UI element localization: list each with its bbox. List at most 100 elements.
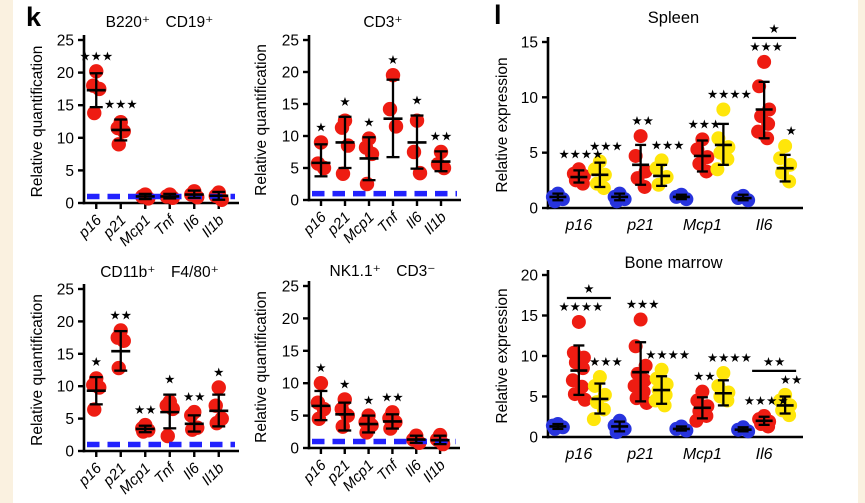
data-point-red [359,176,375,192]
data-point-red [92,81,107,97]
significance-stars: ★★★ [688,116,722,131]
right-border-strip [858,0,865,503]
significance-stars: ★ [387,52,398,67]
significance-stars: ★ [339,376,350,391]
data-point-red [92,380,107,395]
significance-stars: ★ [363,393,374,408]
data-point-red [633,312,648,327]
error-bars-layer: ★★★★★★★★★★★★★★★★★★★★★★★★★★★★★ [549,281,802,433]
y-tick-label: 10 [57,130,75,147]
data-point-red [382,101,398,117]
x-category-label: Il1b [420,457,449,486]
data-point-red [311,411,327,427]
x-category-label: Il1b [198,212,227,241]
significance-stars: ★ [213,364,224,379]
data-point-red [388,119,404,134]
x-category-label: Mcp1 [683,217,722,234]
data-point-red [335,166,351,181]
y-tick-label: 0 [290,193,299,210]
y-axis-label: Relative quantification [253,44,270,196]
y-tick-label: 0 [529,201,538,218]
significance-stars: ★★ [780,372,802,387]
y-tick-label: 5 [529,389,538,406]
y-tick-label: 15 [57,346,74,363]
data-point-red [185,422,200,437]
y-tick-label: 0 [65,196,74,213]
significance-stars: ★★★ [79,48,113,63]
comparison-bracket-stars: ★★ [763,354,785,369]
data-point-red [340,138,356,153]
comparison-bracket-stars: ★ [769,21,780,36]
data-point-yellow [716,366,731,381]
x-category-label: p16 [75,459,106,490]
data-point-red [116,124,131,139]
y-tick-label: 0 [529,430,538,447]
data-point-red [87,402,102,417]
significance-stars: ★★★ [626,297,660,312]
data-point-red [211,380,226,395]
significance-stars: ★★ [183,389,205,404]
data-point-yellow [711,378,726,393]
significance-stars: ★★★ [589,139,623,154]
significance-stars: ★★ [381,389,403,404]
data-point-red [165,401,180,417]
y-axis-label: Relative quantification [29,46,46,198]
points-layer [86,64,229,207]
data-point-red [87,105,102,121]
y-tick-label: 10 [521,90,539,107]
data-point-red [757,54,772,69]
y-tick-label: 5 [529,145,538,162]
significance-stars: ★ [164,372,175,387]
chart-bone_marrow: Bone marrow Relative expression 0 5 10 15 20 p1… [494,254,803,463]
y-tick-label: 25 [57,33,74,50]
y-tick-label: 10 [57,379,75,396]
data-point-red [313,135,329,150]
error-bars-layer: ★★★★★★★ [311,52,452,182]
chart-b220_cd19: B220⁺ CD19⁺ Relative quantification 0 5 10 15… [29,14,239,250]
data-point-red [209,415,224,431]
y-tick-label: 5 [290,408,299,425]
significance-stars: ★ [786,123,797,138]
significance-stars: ★★ [693,369,715,384]
chart-spleen: Spleen Relative expression 0 5 10 15 p16 p21 Mcp… [494,9,803,234]
significance-stars: ★★ [430,128,452,143]
chart-title: Bone marrow [624,254,722,272]
y-tick-label: 10 [282,376,300,393]
y-tick-label: 5 [290,161,299,178]
left-border-strip [0,0,13,503]
y-tick-label: 0 [65,444,74,461]
y-tick-label: 25 [57,282,74,299]
y-axis-label: Relative quantification [29,294,46,446]
y-tick-label: 0 [290,441,299,458]
significance-stars: ★ [339,94,350,109]
x-category-label: Il6 [756,446,773,463]
x-category-label: p21 [626,217,654,234]
data-point-red [577,392,592,407]
x-category-label: p16 [75,211,106,242]
data-point-red [335,419,350,434]
x-category-label: Tnf [374,456,403,485]
x-category-label: Tnf [374,208,403,237]
significance-stars: ★★ [631,113,653,128]
chart-title: NK1.1⁺ CD3⁻ [330,263,436,280]
y-axis-label: Relative expression [494,288,511,423]
panel-l-label: l [494,0,502,30]
chart-cd11b_f480: CD11b⁺ F4/80⁺ Relative quantification 0 5 10… [29,264,239,498]
data-point-red [690,142,705,157]
panel-k-label: k [26,2,42,32]
error-bars-layer: ★★★★★★★★★★★★★★★★★★★★★★★★ [549,21,797,202]
y-tick-label: 10 [282,129,300,146]
x-category-label: p16 [565,217,593,234]
significance-stars: ★★★ [651,137,685,152]
x-category-label: Il1b [421,209,450,238]
significance-stars: ★ [315,119,326,134]
points-layer [545,54,798,209]
data-point-red [406,144,422,160]
significance-stars: ★★★★ [558,146,603,161]
chart-title: B220⁺ CD19⁺ [106,14,214,31]
data-point-red [334,120,350,135]
error-bars-layer: ★★★ ★★★ [79,48,229,201]
y-tick-label: 15 [521,308,538,325]
x-category-label: Il6 [756,217,773,234]
